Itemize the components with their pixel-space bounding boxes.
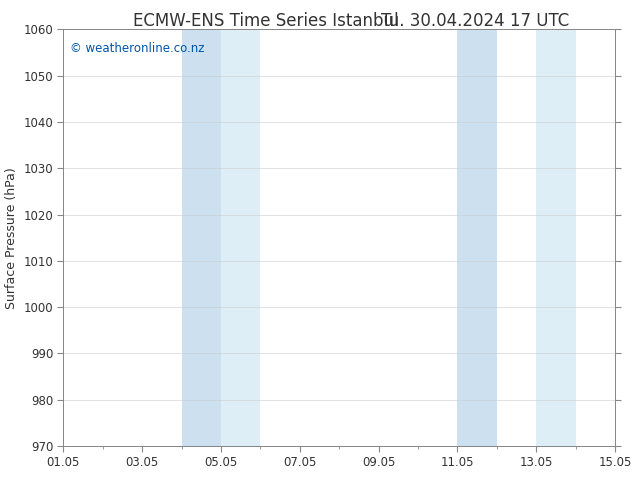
Bar: [457, 29, 497, 446]
Text: ECMW-ENS Time Series Istanbul: ECMW-ENS Time Series Istanbul: [134, 12, 399, 30]
Bar: [536, 29, 576, 446]
Text: © weatheronline.co.nz: © weatheronline.co.nz: [70, 42, 205, 55]
Text: Tu. 30.04.2024 17 UTC: Tu. 30.04.2024 17 UTC: [382, 12, 569, 30]
Bar: [181, 29, 221, 446]
Bar: [221, 29, 261, 446]
Y-axis label: Surface Pressure (hPa): Surface Pressure (hPa): [5, 167, 18, 309]
